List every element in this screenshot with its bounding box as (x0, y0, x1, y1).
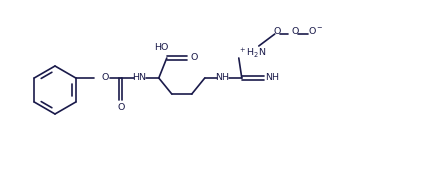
Text: O: O (291, 26, 298, 36)
Text: $^+$H$_2$N: $^+$H$_2$N (238, 46, 266, 60)
Text: O: O (273, 26, 280, 36)
Text: O: O (101, 74, 109, 82)
Text: HN: HN (132, 74, 146, 82)
Text: O$^-$: O$^-$ (308, 25, 324, 36)
Text: HO: HO (154, 43, 169, 52)
Text: NH: NH (265, 74, 279, 82)
Text: O: O (190, 53, 198, 63)
Text: NH: NH (215, 74, 229, 82)
Text: O: O (117, 103, 125, 113)
